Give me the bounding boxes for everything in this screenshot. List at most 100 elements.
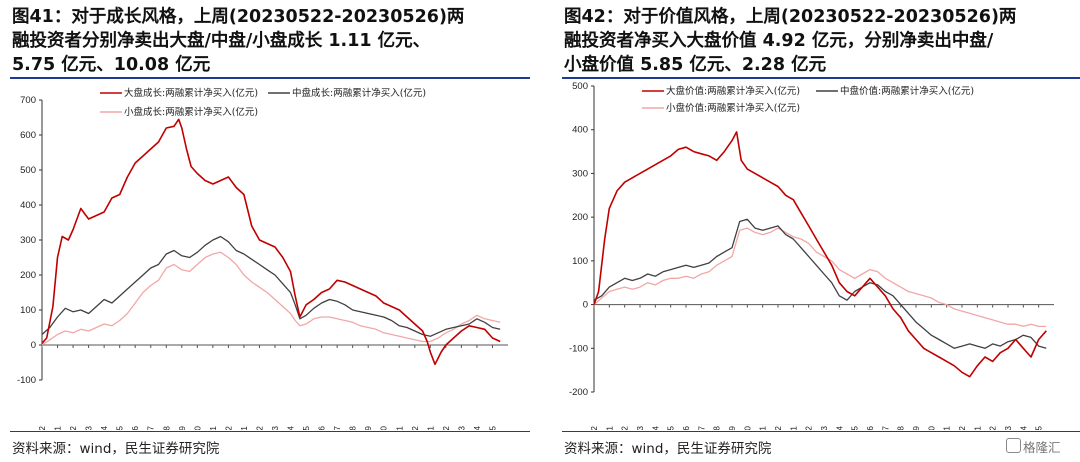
x-tick-label: 2021-07 [697,426,706,430]
figure-title-line-3: 小盘价值 5.85 亿元、2.28 亿元 [564,55,827,75]
y-tick-label: 600 [20,130,36,141]
x-tick-label: 2023-01 [426,426,435,430]
y-tick-label: 300 [572,168,588,179]
series-line-3 [593,227,1047,328]
x-tick-label: 2022-09 [364,426,373,430]
x-tick-label: 2020-12 [590,426,599,430]
x-tick-label: 2022-02 [805,426,814,430]
x-tick-label: 2022-05 [851,426,860,430]
figure-title-line-2: 融投资者净买入大盘价值 4.92 亿元，分别净卖出中盘/ [564,31,994,51]
y-tick-label: 100 [20,305,36,316]
x-tick-label: 2021-06 [131,426,140,430]
figure-title-line-1: 图41：对于成长风格，上周(20230522-20230526)两 [12,7,465,27]
x-tick-label: 2021-10 [193,426,202,430]
x-tick-label: 2022-01 [240,426,249,430]
x-tick-label: 2022-07 [881,426,890,430]
x-tick-label: 2023-02 [442,426,451,430]
source-divider [10,431,530,432]
x-tick-label: 2022-01 [789,426,798,430]
figure-title-line-3: 5.75 亿元、10.08 亿元 [12,55,211,75]
x-tick-label: 2022-10 [380,426,389,430]
x-tick-label: 2021-01 [54,426,63,430]
chart-panel-left: 图41：对于成长风格，上周(20230522-20230526)两 融投资者分别… [10,0,530,462]
legend-entry-1: 大盘价值:两融累计净买入(亿元) [666,85,800,97]
x-tick-label: 2021-05 [116,426,125,430]
legend-entry-2: 中盘价值:两融累计净买入(亿元) [840,85,974,97]
x-tick-label: 2022-06 [318,426,327,430]
figure-title-line-1: 图42：对于价值风格，上周(20230522-20230526)两 [564,7,1017,27]
x-tick-label: 2022-12 [411,426,420,430]
x-tick-label: 2021-03 [85,426,94,430]
x-tick-label: 2022-09 [912,426,921,430]
watermark-text: 格隆汇 [1023,440,1061,455]
x-tick-label: 2022-04 [835,426,844,430]
figure-title: 图42：对于价值风格，上周(20230522-20230526)两 融投资者净买… [562,2,1080,75]
title-divider [10,77,530,79]
source-note: 资料来源：wind，民生证券研究院 [12,441,220,457]
y-tick-label: -100 [569,343,588,354]
x-tick-label: 2021-02 [621,426,630,430]
x-tick-label: 2021-01 [605,426,614,430]
figure-title-line-2: 融投资者分别净卖出大盘/中盘/小盘成长 1.11 亿元、 [12,31,431,51]
x-tick-label: 2022-06 [866,426,875,430]
y-tick-label: 400 [572,125,588,136]
x-tick-label: 2020-12 [38,426,47,430]
watermark: 格隆汇 [1006,437,1080,459]
x-tick-label: 2021-03 [636,426,645,430]
legend-entry-3: 小盘价值:两融累计净买入(亿元) [666,102,800,114]
source-divider [562,431,1080,432]
x-tick-label: 2022-08 [897,426,906,430]
x-tick-label: 2021-09 [728,426,737,430]
x-tick-label: 2023-05 [1035,426,1044,430]
x-tick-label: 2021-12 [224,426,233,430]
legend-entry-1: 大盘成长:两融累计净买入(亿元) [124,87,258,99]
x-tick-label: 2022-03 [271,426,280,430]
y-tick-label: 0 [583,300,588,311]
x-tick-label: 2021-07 [147,426,156,430]
x-tick-label: 2021-02 [69,426,78,430]
x-tick-label: 2023-03 [457,426,466,430]
x-tick-label: 2021-05 [667,426,676,430]
x-tick-label: 2022-10 [927,426,936,430]
x-tick-label: 2023-02 [989,426,998,430]
chart-panel-right: 图42：对于价值风格，上周(20230522-20230526)两 融投资者净买… [562,0,1080,462]
x-tick-label: 2021-08 [713,426,722,430]
y-tick-label: -200 [569,387,588,398]
x-tick-label: 2022-05 [302,426,311,430]
x-tick-label: 2022-11 [943,426,952,430]
x-tick-label: 2021-08 [162,426,171,430]
x-tick-label: 2021-11 [209,426,218,430]
x-tick-label: 2023-03 [1004,426,1013,430]
y-tick-label: 0 [31,340,36,351]
x-tick-label: 2021-04 [100,426,109,430]
x-tick-label: 2021-10 [743,426,752,430]
x-tick-label: 2023-04 [473,426,482,430]
x-tick-label: 2023-01 [973,426,982,430]
x-tick-label: 2022-03 [820,426,829,430]
y-tick-label: 200 [572,212,588,223]
title-divider [562,77,1080,79]
y-tick-label: 100 [572,256,588,267]
x-tick-label: 2022-11 [395,426,404,430]
series-line-2 [41,235,501,337]
x-tick-label: 2021-04 [651,426,660,430]
x-tick-label: 2022-12 [958,426,967,430]
legend-entry-2: 中盘成长:两融累计净买入(亿元) [292,87,426,99]
series-line-1 [593,131,1047,378]
legend-entry-3: 小盘成长:两融累计净买入(亿元) [124,106,258,118]
figure-title: 图41：对于成长风格，上周(20230522-20230526)两 融投资者分别… [10,2,530,75]
x-tick-label: 2021-06 [682,426,691,430]
x-tick-label: 2021-09 [178,426,187,430]
x-tick-label: 2023-05 [488,426,497,430]
y-tick-label: 500 [572,81,588,92]
x-tick-label: 2022-02 [255,426,264,430]
series-line-3 [41,251,501,346]
gelonghui-logo-icon [1006,438,1021,453]
x-tick-label: 2023-04 [1019,426,1028,430]
x-tick-label: 2022-04 [287,426,296,430]
y-tick-label: 400 [20,200,36,211]
value-style-line-chart: -200 -100 0 100 200 300 400 500 2020-12 2021-01 20… [569,81,1054,430]
series-line-1 [41,118,501,366]
growth-style-line-chart: -100 0 100 200 300 400 500 600 700 2020-12 2021-01… [17,87,508,430]
x-tick-label: 2022-07 [333,426,342,430]
